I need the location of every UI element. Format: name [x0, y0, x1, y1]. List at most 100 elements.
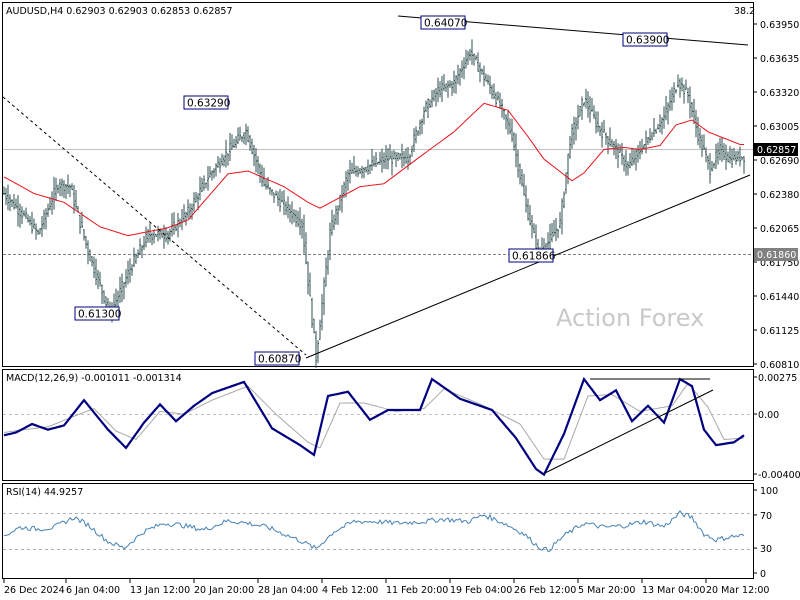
price-bar	[121, 273, 123, 303]
price-bar	[445, 83, 447, 93]
time-axis-label: 13 Jan 12:00	[130, 585, 190, 596]
price-bar	[93, 256, 95, 278]
price-bar	[213, 168, 215, 179]
price-bar	[257, 156, 259, 175]
price-bar	[39, 228, 41, 235]
price-bar	[517, 149, 519, 178]
price-bar	[277, 191, 279, 207]
price-bar	[225, 139, 227, 168]
price-bar	[425, 100, 427, 113]
price-bar	[317, 340, 319, 364]
time-axis-label: 26 Dec 2024	[4, 585, 65, 596]
price-bar	[393, 149, 395, 160]
price-bar	[243, 132, 245, 145]
price-bar	[397, 152, 399, 162]
price-bar	[481, 68, 483, 75]
price-bar	[21, 206, 23, 225]
price-bar	[103, 290, 105, 304]
price-bar	[587, 91, 589, 118]
price-bar	[365, 166, 367, 173]
current-price-label: 0.62857	[757, 145, 796, 156]
price-annotation-text: 0.63290	[187, 98, 230, 110]
price-bar	[629, 153, 631, 169]
price-bar	[583, 102, 585, 107]
price-bar	[67, 174, 69, 195]
macd-title: MACD(12,26,9) -0.001011 -0.001314	[6, 373, 182, 384]
price-bar	[293, 209, 295, 223]
price-bar	[477, 52, 479, 72]
price-annotation-text: 0.63900	[626, 35, 669, 47]
price-bar	[571, 123, 573, 149]
price-bar	[295, 209, 297, 227]
price-bar	[661, 117, 663, 135]
price-bar	[431, 89, 433, 108]
price-bar	[311, 297, 313, 329]
price-bar	[353, 155, 355, 174]
price-bar	[427, 98, 429, 118]
price-bar	[419, 119, 421, 136]
price-bar	[567, 153, 569, 185]
price-bar	[681, 77, 683, 92]
price-bar	[309, 272, 311, 297]
price-bar	[203, 175, 205, 191]
price-bar	[35, 223, 37, 240]
price-bar	[387, 148, 389, 170]
price-bar	[725, 144, 727, 170]
price-bar	[395, 151, 397, 167]
price-bar	[261, 164, 263, 187]
price-bar	[71, 183, 73, 191]
price-bar	[741, 156, 743, 161]
price-bar	[405, 148, 407, 164]
price-bar	[79, 214, 81, 234]
price-bar	[29, 216, 31, 226]
macd-pane	[2, 369, 754, 481]
time-axis-label: 28 Jan 04:00	[258, 585, 318, 596]
price-bar	[125, 269, 127, 288]
price-bar	[297, 211, 299, 228]
price-bar	[189, 203, 191, 220]
price-annotation: 0.63290	[183, 95, 230, 110]
price-bar	[345, 171, 347, 198]
price-bar	[707, 155, 709, 170]
price-bar	[633, 149, 635, 165]
price-bar	[151, 232, 153, 246]
price-bar	[249, 134, 251, 151]
price-bar	[17, 195, 19, 227]
price-bar	[641, 138, 643, 155]
price-bar	[381, 148, 383, 173]
price-bar	[651, 131, 653, 141]
price-axis-label: 0.63320	[760, 88, 799, 99]
price-bar	[579, 105, 581, 117]
price-bar	[489, 75, 491, 95]
price-bar	[123, 282, 125, 300]
price-bar	[275, 190, 277, 196]
price-bar	[315, 330, 317, 368]
price-bar	[347, 169, 349, 191]
price-bar	[595, 111, 597, 134]
price-bar	[359, 167, 361, 175]
price-bar	[219, 157, 221, 173]
price-bar	[63, 180, 65, 198]
price-bars	[3, 39, 745, 368]
price-bar	[329, 222, 331, 261]
price-bar	[43, 209, 45, 230]
price-bar	[581, 96, 583, 120]
price-bar	[617, 143, 619, 169]
price-bar	[367, 159, 369, 175]
price-bar	[627, 161, 629, 176]
price-bar	[263, 167, 265, 187]
price-bar	[47, 203, 49, 218]
price-bar	[9, 194, 11, 212]
price-annotation: 0.63900	[622, 32, 669, 47]
price-bar	[437, 77, 439, 103]
price-bar	[117, 290, 119, 310]
time-axis-label: 19 Feb 04:00	[450, 585, 512, 596]
price-bar	[209, 166, 211, 178]
price-bar	[679, 78, 681, 98]
price-bar	[379, 151, 381, 165]
price-bar	[485, 73, 487, 82]
price-bar	[421, 118, 423, 135]
price-bar	[141, 244, 143, 259]
time-axis-label: 4 Feb 12:00	[322, 585, 378, 596]
time-axis-label: 11 Feb 20:00	[386, 585, 448, 596]
